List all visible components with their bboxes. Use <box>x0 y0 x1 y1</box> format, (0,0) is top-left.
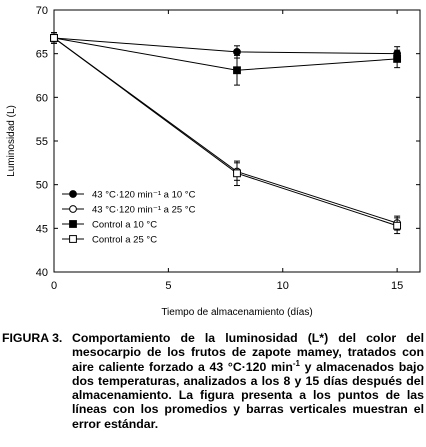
series-line <box>53 37 398 55</box>
series-layer <box>50 32 402 235</box>
x-axis: 0 5 10 15 <box>51 10 403 292</box>
luminosity-chart: 40 45 50 55 60 65 70 0 5 10 15 43 °C·120 min⁻¹ a … <box>6 5 421 318</box>
legend-marker <box>69 190 77 198</box>
caption-superscript: -1 <box>292 358 300 368</box>
legend-label: 43 °C·120 min⁻¹ a 25 °C <box>92 205 196 216</box>
data-point <box>233 169 241 178</box>
y-tick-label: 70 <box>36 5 48 17</box>
legend-marker <box>69 220 77 228</box>
data-point <box>233 66 241 75</box>
x-axis-label: Tiempo de almacenamiento (días) <box>161 307 312 318</box>
legend-item: 43 °C·120 min⁻¹ a 10 °C <box>62 190 196 201</box>
data-point <box>233 48 241 56</box>
data-point <box>50 34 58 42</box>
legend-label: Control a 10 °C <box>92 220 157 231</box>
y-tick-label: 65 <box>36 49 48 61</box>
figure-caption: FIGURA 3. Comportamiento de la luminosid… <box>2 331 424 431</box>
y-tick-label: 40 <box>36 267 48 279</box>
x-tick-label: 5 <box>165 280 171 292</box>
legend-label: Control a 25 °C <box>92 235 157 246</box>
legend: 43 °C·120 min⁻¹ a 10 °C 43 °C·120 min⁻¹ a… <box>62 190 196 246</box>
series-4 <box>50 32 402 235</box>
caption-label: FIGURA 3. <box>2 331 63 345</box>
legend-item: Control a 10 °C <box>62 220 157 231</box>
y-tick-label: 45 <box>36 223 48 235</box>
legend-label: 43 °C·120 min⁻¹ a 10 °C <box>92 190 196 201</box>
legend-item: 43 °C·120 min⁻¹ a 25 °C <box>62 205 196 216</box>
legend-marker <box>69 235 77 243</box>
series-3 <box>50 32 402 86</box>
caption-text-start: Comportamiento de la luminosidad (L*) de… <box>72 331 424 374</box>
x-tick-label: 10 <box>277 280 289 292</box>
y-tick-label: 60 <box>36 92 48 104</box>
legend-marker <box>69 205 77 213</box>
series-line <box>53 37 398 71</box>
caption-text: Comportamiento de la luminosidad (L*) de… <box>72 331 424 431</box>
y-tick-label: 55 <box>36 136 48 148</box>
data-point <box>393 221 402 230</box>
x-tick-label: 15 <box>391 280 403 292</box>
data-point <box>393 55 402 63</box>
y-tick-label: 50 <box>36 180 48 192</box>
caption-text-end: y almacenados bajo dos temperaturas, ana… <box>72 359 424 431</box>
legend-item: Control a 25 °C <box>62 235 157 246</box>
x-tick-label: 0 <box>51 280 57 292</box>
y-axis: 40 45 50 55 60 65 70 <box>36 5 420 279</box>
y-axis-label: Luminosidad (L) <box>6 105 17 177</box>
